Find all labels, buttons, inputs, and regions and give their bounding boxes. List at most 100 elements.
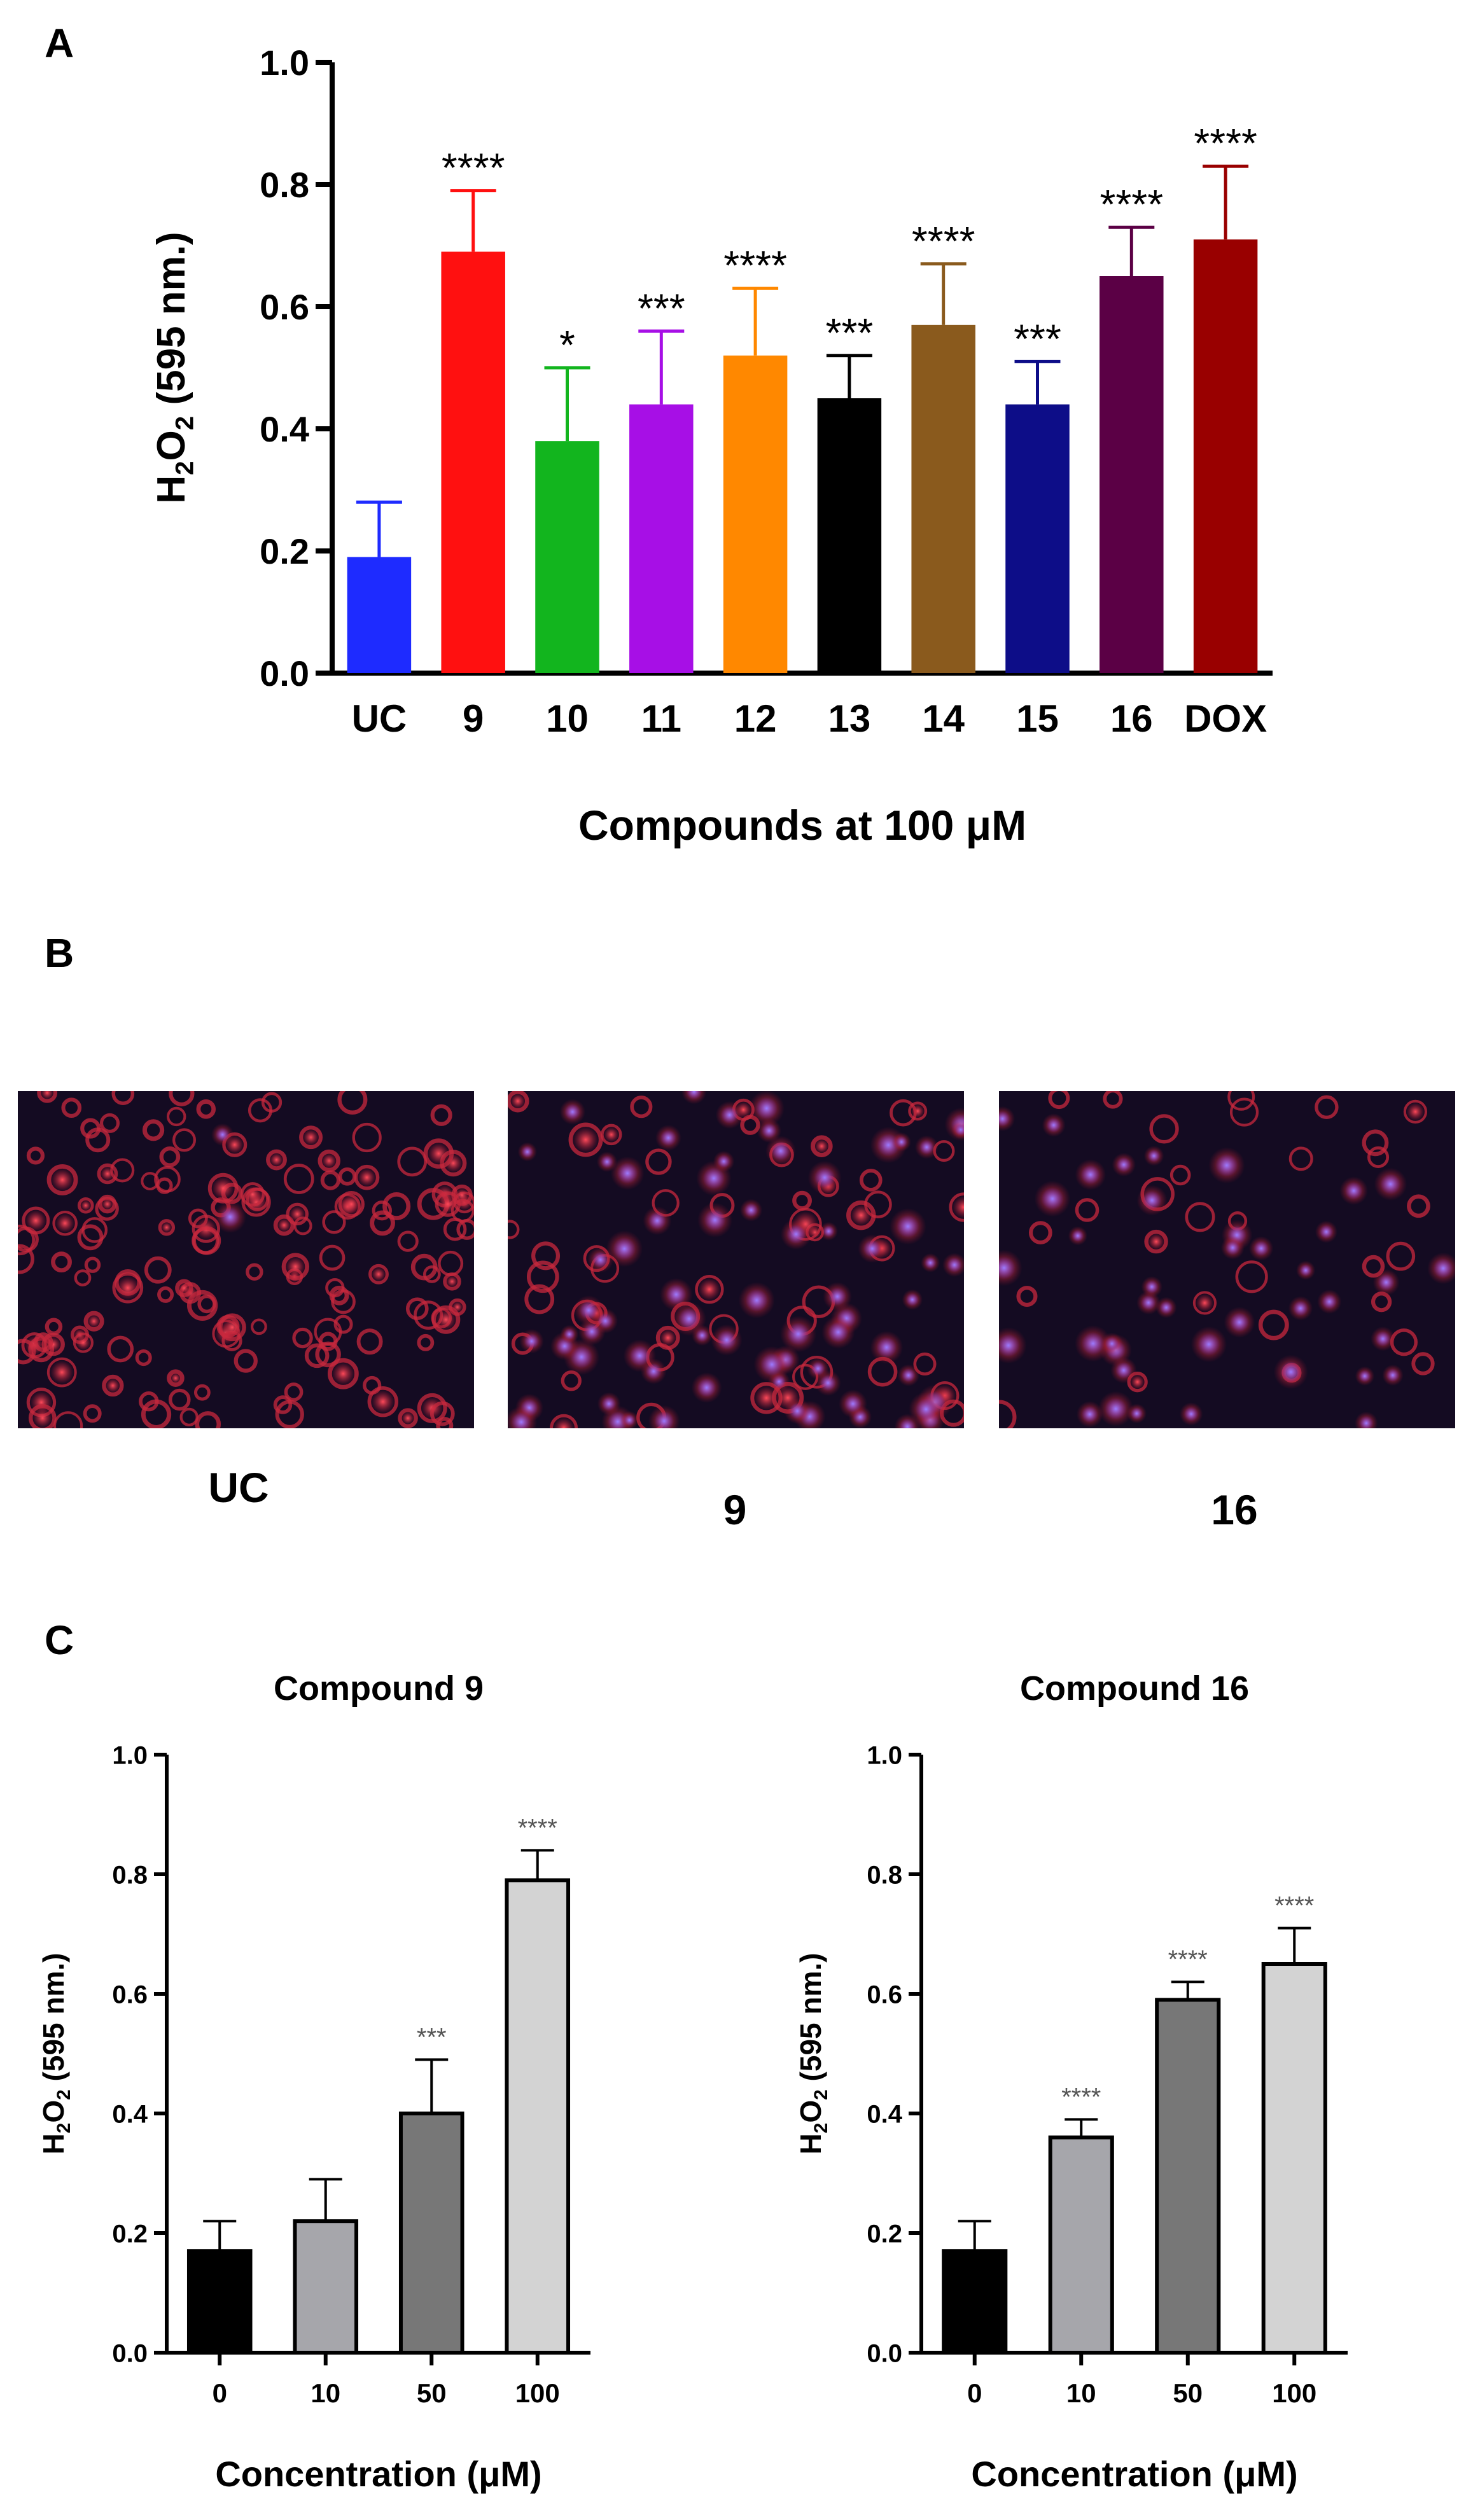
cell-red [273, 1214, 295, 1236]
nucleus-blue [1299, 1264, 1312, 1277]
cell-red [949, 1192, 964, 1222]
cell-red [315, 1341, 341, 1368]
cell-red-core [603, 1126, 620, 1143]
cell-red [1029, 1221, 1052, 1244]
cell-red [245, 1187, 270, 1211]
nucleus-blue [1183, 1407, 1199, 1421]
x-tick-label: 16 [1110, 697, 1153, 740]
x-tick-label: UC [352, 697, 407, 740]
nucleus-blue [1130, 1407, 1143, 1420]
cell-red [77, 1197, 94, 1214]
y-title-sub2: 2 [811, 2089, 832, 2100]
cell-red [142, 1119, 165, 1141]
cell-red-core [753, 1385, 779, 1411]
nucleus-blue [511, 1412, 531, 1428]
nucleus-blue [924, 1257, 937, 1269]
cell-red [1149, 1114, 1179, 1144]
nucleus-blue [1046, 1117, 1061, 1133]
bar-13 [817, 398, 882, 673]
nucleus-blue [1072, 1229, 1084, 1242]
cell-red [443, 1217, 467, 1241]
cell-red [314, 1318, 342, 1346]
cell-red [908, 1101, 928, 1121]
x-tick-label: 13 [828, 697, 871, 740]
cell-red [141, 1172, 160, 1190]
y-title-sub1: 2 [171, 461, 199, 475]
cell-red [266, 1149, 287, 1171]
cell-red [304, 1343, 330, 1368]
chart-c-compound-9: 0.0 0.2 0.4 0.6 0.8 1.0 0 10 50 *** 100 **** Concent… [37, 1669, 590, 2494]
x-axis-title: Compounds at 100 μM [578, 802, 1026, 849]
nucleus-blue [686, 1091, 702, 1100]
micrograph-uc [18, 1091, 474, 1428]
cell-red [18, 1224, 36, 1256]
nucleus-blue [814, 1167, 835, 1188]
y-tick-label: 1.0 [260, 43, 309, 83]
bar-50 [1155, 1998, 1221, 2355]
cell-red-core [1147, 1232, 1165, 1251]
cell-red [1144, 1229, 1168, 1254]
bar-9 [441, 251, 505, 674]
nucleus-blue [1358, 1370, 1371, 1382]
cell-red [338, 1190, 365, 1218]
cell-red-core [454, 1187, 470, 1203]
cell-red [1407, 1194, 1430, 1218]
nucleus-blue [820, 1374, 837, 1391]
bar-0 [186, 2249, 253, 2355]
cell-red [695, 1275, 724, 1304]
significance-label: * [559, 322, 575, 368]
cell-red [333, 1314, 353, 1334]
nucleus-blue [617, 1162, 638, 1184]
nucleus-blue [1159, 1300, 1173, 1314]
cell-red [179, 1407, 199, 1427]
cell-red [240, 1182, 265, 1207]
cell-red-core [101, 1197, 114, 1211]
cell-red [168, 1388, 191, 1411]
cell-red [83, 1311, 104, 1332]
nucleus-blue [1378, 1274, 1395, 1291]
bar-14 [911, 324, 975, 673]
nucleus-blue [579, 1300, 598, 1320]
nucleus-blue [999, 1333, 1020, 1357]
x-tick-label: 11 [641, 697, 681, 740]
micrograph-uc-cells [18, 1091, 474, 1428]
cell-red [1390, 1328, 1418, 1356]
nucleus-blue [1225, 1240, 1240, 1255]
cell-red-core [276, 1217, 292, 1233]
cell-red [188, 1208, 208, 1229]
cell-red [1016, 1286, 1038, 1307]
cell-red [52, 1210, 78, 1236]
nucleus-blue [1081, 1332, 1105, 1355]
significance-label: **** [1168, 1946, 1208, 1974]
nucleus-blue [786, 1322, 810, 1346]
cell-red [423, 1138, 454, 1169]
nucleus-blue [915, 1398, 937, 1421]
cell-red [159, 1146, 181, 1167]
cell-red [397, 1146, 428, 1177]
bar-10 [293, 2219, 359, 2355]
nucleus-blue [1105, 1398, 1127, 1420]
cell-red [1192, 1291, 1217, 1315]
nucleus-blue [1253, 1241, 1269, 1257]
cell-red [83, 1404, 102, 1423]
micrograph-compound-9 [508, 1091, 964, 1428]
cell-red [417, 1333, 435, 1351]
nucleus-blue [1229, 1312, 1250, 1332]
cell-red [158, 1219, 176, 1236]
significance-label: *** [1014, 316, 1061, 361]
nucleus-blue [695, 1328, 709, 1342]
nucleus-blue [828, 1287, 847, 1306]
nucleus-blue [645, 1363, 662, 1380]
y-tick-label: 0.8 [260, 165, 309, 205]
cell-red [1103, 1091, 1123, 1109]
nucleus-blue [1147, 1149, 1161, 1162]
nucleus-blue [716, 1330, 737, 1350]
nucleus-blue [1380, 1174, 1401, 1195]
y-tick-label: 0.8 [867, 1861, 902, 1889]
cell-red-core [572, 1126, 599, 1153]
cell-red [175, 1279, 193, 1297]
nucleus-blue [629, 1345, 650, 1367]
cell-red-core [24, 1209, 47, 1232]
cell-red-core [50, 1167, 74, 1192]
cell-red-core [357, 1167, 377, 1188]
